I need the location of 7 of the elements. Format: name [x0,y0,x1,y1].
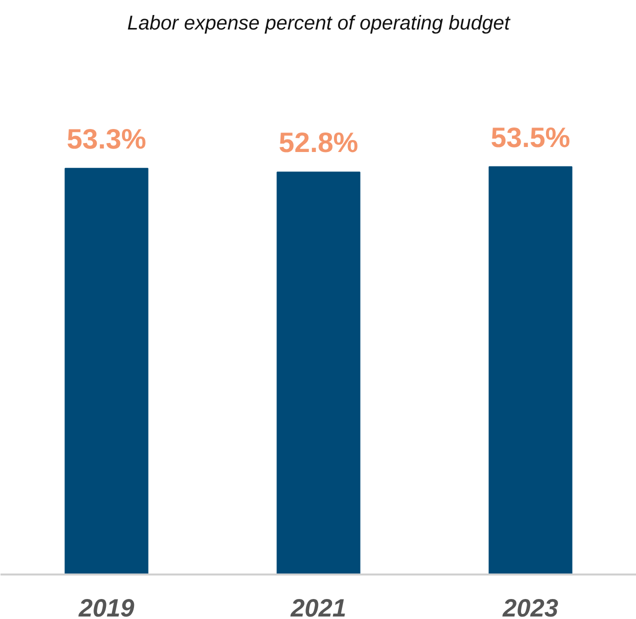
x-tick-label: 2021 [290,594,346,619]
data-label: 53.5% [490,122,570,153]
chart-title: Labor expense percent of operating budget [127,12,512,34]
x-tick-label: 2019 [78,594,134,619]
data-label: 53.3% [66,123,146,154]
x-tick-label: 2023 [502,594,558,619]
data-label: 52.8% [278,127,358,158]
